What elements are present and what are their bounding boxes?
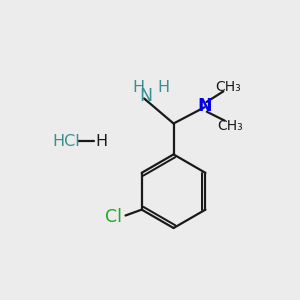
Text: CH₃: CH₃ <box>215 80 241 94</box>
Text: H: H <box>132 80 144 95</box>
Text: N: N <box>197 97 212 115</box>
Text: HCl: HCl <box>52 134 80 149</box>
Text: CH₃: CH₃ <box>217 119 243 133</box>
Text: H: H <box>158 80 170 95</box>
Text: N: N <box>139 87 152 105</box>
Text: Cl: Cl <box>105 208 122 226</box>
Text: H: H <box>95 134 107 149</box>
